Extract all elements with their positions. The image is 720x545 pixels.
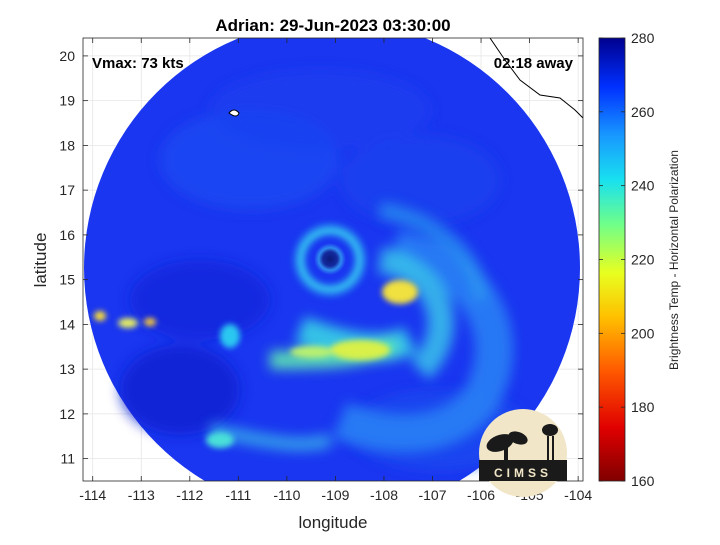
colorbar-tick-label: 240 <box>631 178 655 194</box>
y-tick-label: 15 <box>59 272 75 288</box>
swath-texture <box>120 70 530 470</box>
time-away-annotation: 02:18 away <box>494 55 574 72</box>
colorbar-tick-label: 220 <box>631 252 655 268</box>
x-tick-label: -112 <box>176 487 203 503</box>
chart-title: Adrian: 29-Jun-2023 03:30:00 <box>215 16 450 35</box>
x-tick-label: -106 <box>467 487 495 503</box>
x-tick-label: -110 <box>273 487 300 503</box>
x-tick-label: -104 <box>564 487 592 503</box>
eye <box>314 243 346 275</box>
x-tick-label: -109 <box>321 487 349 503</box>
colorbar-label: Brightness Temp - Horizontal Polarizatio… <box>667 150 681 370</box>
colorbar-tick-label: 180 <box>631 399 655 415</box>
x-axis-ticks: -114-113-112-111-110-109-108-107-106-105… <box>79 38 592 503</box>
satellite-swath <box>84 38 583 481</box>
x-tick-label: -113 <box>128 487 155 503</box>
logo-text: CIMSS <box>494 466 552 480</box>
y-tick-label: 16 <box>59 227 75 243</box>
y-axis-label: latitude <box>31 233 50 288</box>
rainband <box>208 202 514 453</box>
x-tick-label: -107 <box>418 487 446 503</box>
y-tick-label: 13 <box>59 361 75 377</box>
colorbar-tick-label: 260 <box>631 104 655 120</box>
x-axis-label: longitude <box>298 513 367 532</box>
colorbar-ticks: 160 180 200 220 240 260 280 <box>599 30 655 489</box>
y-tick-label: 14 <box>59 316 75 332</box>
y-axis-ticks: 11 12 13 14 15 16 17 18 19 20 <box>59 48 583 467</box>
y-tick-label: 20 <box>59 48 75 64</box>
cimss-logo: CIMSS <box>479 409 567 497</box>
x-tick-label: -114 <box>79 487 106 503</box>
coastline <box>489 38 583 119</box>
island-outline <box>228 109 240 117</box>
colorbar-tick-label: 160 <box>631 473 655 489</box>
colorbar-tick-label: 280 <box>631 30 655 46</box>
y-tick-label: 17 <box>59 182 75 198</box>
colorbar-tick-label: 200 <box>631 325 655 341</box>
vmax-annotation: Vmax: 73 kts <box>92 55 184 72</box>
axes-frame <box>82 37 584 482</box>
y-tick-label: 11 <box>60 451 75 467</box>
y-tick-label: 18 <box>59 137 75 153</box>
y-tick-label: 12 <box>59 406 75 422</box>
y-tick-label: 19 <box>59 93 75 109</box>
x-tick-label: -111 <box>225 487 251 503</box>
x-tick-label: -108 <box>370 487 398 503</box>
cold-cloud-tops <box>94 280 418 448</box>
